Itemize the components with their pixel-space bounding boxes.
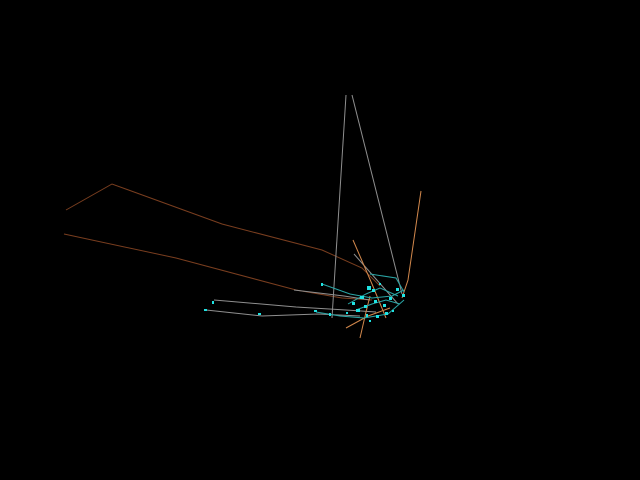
- teal-strands: [315, 273, 405, 319]
- cyan-node: [369, 320, 371, 322]
- grey-strand-left: [331, 94, 347, 319]
- cyan-node: [204, 309, 207, 311]
- cyan-nodes: [204, 283, 405, 322]
- orange-strand-down: [359, 295, 371, 339]
- grey-strand-lower-a: [213, 299, 377, 313]
- orange-strand-left: [352, 239, 387, 319]
- dark-orange-strands: [63, 183, 381, 301]
- teal-strand-b: [369, 273, 405, 293]
- cyan-node: [364, 305, 367, 308]
- cyan-node: [258, 313, 261, 315]
- orange-strand-right: [401, 190, 422, 299]
- teal-strand-a: [321, 283, 405, 299]
- dark-orange-strand-upper: [65, 183, 381, 287]
- grey-strand-lower-b: [205, 309, 361, 317]
- cyan-node: [314, 310, 317, 312]
- cyan-node: [346, 312, 348, 314]
- teal-strand-e: [355, 299, 401, 311]
- cyan-node: [352, 302, 355, 305]
- cyan-node: [366, 314, 368, 317]
- cyan-node: [329, 313, 331, 316]
- dark-orange-strand-lower: [63, 233, 373, 301]
- cyan-node: [392, 310, 394, 312]
- cyan-node: [367, 286, 371, 290]
- cyan-node: [360, 296, 364, 299]
- teal-strand-c: [315, 299, 405, 319]
- cyan-node: [356, 309, 360, 312]
- cyan-node: [212, 301, 214, 304]
- cyan-node: [321, 283, 323, 286]
- cyan-node: [383, 304, 386, 307]
- cyan-node: [376, 315, 379, 318]
- cyan-node: [372, 289, 375, 292]
- cyan-node: [396, 288, 399, 291]
- cyan-node: [379, 283, 381, 285]
- grey-strand-right: [351, 94, 403, 295]
- cyan-node: [389, 297, 392, 300]
- cyan-node: [402, 294, 405, 297]
- grey-strands: [205, 94, 403, 319]
- cyan-node: [385, 312, 388, 315]
- cyan-node: [374, 300, 377, 303]
